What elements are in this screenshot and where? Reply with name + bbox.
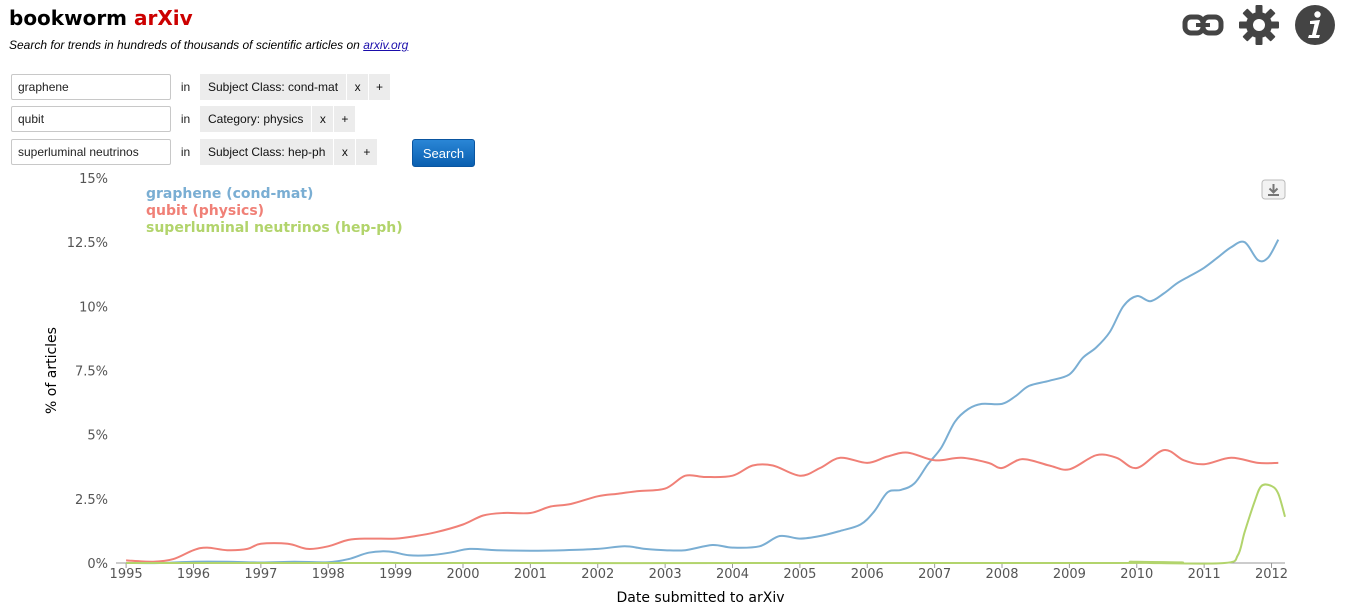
x-tick-label: 1996 bbox=[177, 567, 210, 582]
y-tick-label: 5% bbox=[87, 429, 108, 444]
tagline: Search for trends in hundreds of thousan… bbox=[9, 38, 408, 52]
filter-chip[interactable]: Subject Class: hep-ph bbox=[200, 139, 334, 165]
app-title: bookworm arXiv bbox=[9, 6, 193, 30]
legend-entry[interactable]: superluminal neutrinos (hep-ph) bbox=[146, 220, 403, 236]
add-filter-button[interactable]: + bbox=[356, 139, 378, 165]
x-tick-label: 2009 bbox=[1053, 567, 1086, 582]
search-term-input[interactable] bbox=[11, 139, 171, 165]
y-tick-label: 15% bbox=[79, 172, 108, 187]
brand-main: bookworm bbox=[9, 6, 128, 30]
y-tick-label: 2.5% bbox=[75, 493, 108, 508]
add-filter-button[interactable]: + bbox=[334, 106, 356, 132]
series-line bbox=[126, 449, 1279, 563]
brand-accent: arXiv bbox=[134, 6, 193, 30]
y-axis: 0% 2.5% 5% 7.5% 10% 12.5% 15% bbox=[67, 172, 108, 572]
in-label: in bbox=[180, 145, 191, 159]
x-tick-label: 2012 bbox=[1255, 567, 1288, 582]
search-term-input[interactable] bbox=[11, 106, 171, 132]
tagline-text: Search for trends in hundreds of thousan… bbox=[9, 38, 364, 52]
info-icon[interactable] bbox=[1294, 4, 1336, 46]
remove-filter-button[interactable]: x bbox=[334, 139, 356, 165]
x-tick-label: 1995 bbox=[110, 567, 143, 582]
filter-chip[interactable]: Category: physics bbox=[200, 106, 312, 132]
x-tick-label: 2004 bbox=[716, 567, 749, 582]
download-icon[interactable] bbox=[1261, 179, 1286, 200]
in-label: in bbox=[180, 112, 191, 126]
x-tick-label: 2006 bbox=[851, 567, 884, 582]
series-lines bbox=[126, 239, 1286, 565]
x-tick-label: 2002 bbox=[581, 567, 614, 582]
x-tick-label: 2005 bbox=[783, 567, 816, 582]
x-tick-label: 2003 bbox=[649, 567, 682, 582]
filter-group: Category: physics x + bbox=[200, 106, 356, 132]
x-tick-label: 2010 bbox=[1120, 567, 1153, 582]
legend-entry[interactable]: graphene (cond-mat) bbox=[146, 186, 313, 202]
y-tick-label: 0% bbox=[87, 557, 108, 572]
x-axis-title: Date submitted to arXiv bbox=[616, 590, 784, 606]
x-tick-label: 1997 bbox=[244, 567, 277, 582]
x-tick-label: 2000 bbox=[446, 567, 479, 582]
x-tick-label: 2001 bbox=[514, 567, 547, 582]
x-tick-label: 2008 bbox=[985, 567, 1018, 582]
add-filter-button[interactable]: + bbox=[369, 74, 391, 100]
link-icon[interactable] bbox=[1182, 4, 1224, 46]
y-tick-label: 10% bbox=[79, 300, 108, 315]
filter-group: Subject Class: hep-ph x + bbox=[200, 139, 378, 165]
series-line bbox=[126, 239, 1280, 565]
gear-icon[interactable] bbox=[1238, 4, 1280, 46]
in-label: in bbox=[180, 80, 191, 94]
query-row: in Category: physics x + bbox=[11, 106, 356, 132]
x-tick-label: 2007 bbox=[918, 567, 951, 582]
top-toolbar bbox=[1182, 4, 1336, 46]
x-tick-label: 1999 bbox=[379, 567, 412, 582]
y-tick-label: 12.5% bbox=[67, 236, 108, 251]
filter-chip[interactable]: Subject Class: cond-mat bbox=[200, 74, 347, 100]
filter-group: Subject Class: cond-mat x + bbox=[200, 74, 391, 100]
x-tick-label: 1998 bbox=[312, 567, 345, 582]
remove-filter-button[interactable]: x bbox=[347, 74, 369, 100]
series-line bbox=[126, 483, 1286, 565]
query-row: in Subject Class: cond-mat x + bbox=[11, 74, 391, 100]
remove-filter-button[interactable]: x bbox=[312, 106, 334, 132]
query-row: in Subject Class: hep-ph x + bbox=[11, 139, 378, 165]
y-tick-label: 7.5% bbox=[75, 365, 108, 380]
legend-entry[interactable]: qubit (physics) bbox=[146, 203, 264, 219]
x-axis: 1995 1996 1997 1998 1999 2000 2001 2002 2003 2004… bbox=[110, 562, 1288, 582]
search-term-input[interactable] bbox=[11, 74, 171, 100]
y-axis-title: % of articles bbox=[44, 327, 60, 414]
search-button[interactable]: Search bbox=[412, 139, 475, 167]
arxiv-link[interactable]: arxiv.org bbox=[363, 38, 409, 52]
legend: graphene (cond-mat)qubit (physics)superl… bbox=[146, 186, 403, 236]
x-tick-label: 2011 bbox=[1188, 567, 1221, 582]
